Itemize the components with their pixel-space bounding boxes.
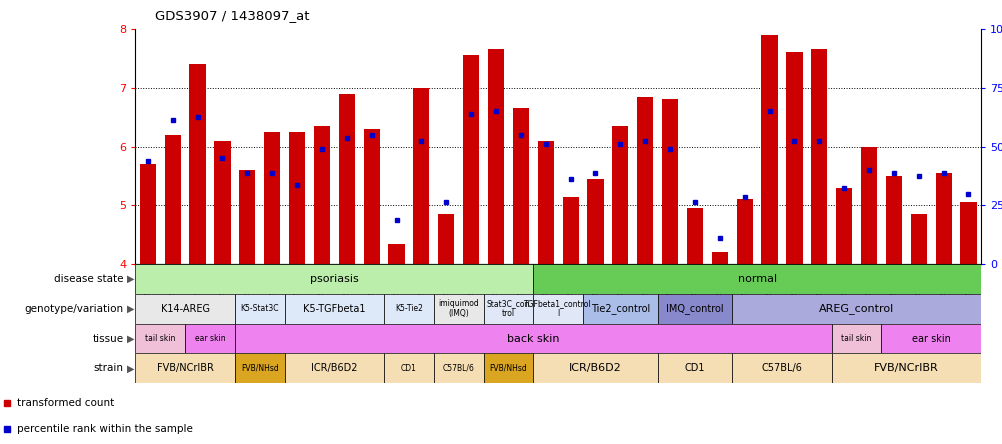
Bar [657, 353, 731, 383]
Text: ▶: ▶ [126, 304, 134, 314]
Bar [139, 164, 155, 264]
Bar [661, 99, 677, 264]
Bar [636, 96, 652, 264]
Text: FVB/NHsd: FVB/NHsd [489, 364, 527, 373]
Bar [611, 126, 628, 264]
Bar [587, 179, 603, 264]
Text: psoriasis: psoriasis [310, 274, 359, 284]
Bar [135, 294, 234, 324]
Text: percentile rank within the sample: percentile rank within the sample [17, 424, 192, 434]
Bar [960, 202, 976, 264]
Bar [314, 126, 330, 264]
Text: ear skin: ear skin [911, 333, 950, 344]
Bar [537, 141, 553, 264]
Bar [434, 294, 483, 324]
Bar [562, 197, 578, 264]
Bar [234, 353, 285, 383]
Text: IMQ_control: IMQ_control [665, 303, 723, 314]
Text: ICR/B6D2: ICR/B6D2 [311, 363, 358, 373]
Bar [487, 49, 504, 264]
Text: strain: strain [93, 363, 123, 373]
Text: C57BL/6: C57BL/6 [442, 364, 474, 373]
Text: ear skin: ear skin [194, 334, 225, 343]
Bar [533, 264, 980, 294]
Text: transformed count: transformed count [17, 398, 114, 408]
Bar [264, 132, 280, 264]
Text: K5-Stat3C: K5-Stat3C [240, 304, 279, 313]
Bar [135, 324, 185, 353]
Bar [285, 294, 384, 324]
Bar [413, 88, 429, 264]
Bar [731, 353, 831, 383]
Bar [860, 147, 876, 264]
Text: Tie2_control: Tie2_control [590, 303, 649, 314]
Text: CD1: CD1 [401, 364, 417, 373]
Bar [786, 52, 802, 264]
Bar [234, 324, 831, 353]
Text: AREG_control: AREG_control [819, 303, 894, 314]
Bar [384, 294, 434, 324]
Text: FVB/NCrIBR: FVB/NCrIBR [156, 363, 213, 373]
Bar [735, 199, 753, 264]
Bar [512, 108, 528, 264]
Text: ▶: ▶ [126, 363, 134, 373]
Text: K5-Tie2: K5-Tie2 [395, 304, 423, 313]
Bar [761, 35, 777, 264]
Bar [686, 208, 702, 264]
Text: FVB/NHsd: FVB/NHsd [240, 364, 279, 373]
Text: genotype/variation: genotype/variation [24, 304, 123, 314]
Bar [185, 324, 234, 353]
Bar [711, 252, 727, 264]
Bar [285, 353, 384, 383]
Text: TGFbeta1_control
l: TGFbeta1_control l [524, 299, 591, 318]
Bar [388, 244, 404, 264]
Bar [533, 294, 582, 324]
Text: K5-TGFbeta1: K5-TGFbeta1 [303, 304, 366, 314]
Bar [135, 353, 234, 383]
Text: CD1: CD1 [684, 363, 704, 373]
Bar [483, 353, 533, 383]
Bar [239, 170, 256, 264]
Bar [811, 49, 827, 264]
Bar [434, 353, 483, 383]
Text: C57BL/6: C57BL/6 [761, 363, 802, 373]
Bar [438, 214, 454, 264]
Bar [831, 324, 881, 353]
Bar [363, 129, 380, 264]
Text: GDS3907 / 1438097_at: GDS3907 / 1438097_at [155, 9, 310, 22]
Text: ▶: ▶ [126, 333, 134, 344]
Bar [910, 214, 926, 264]
Bar [731, 294, 980, 324]
Bar [836, 188, 852, 264]
Text: back skin: back skin [507, 333, 559, 344]
Text: tail skin: tail skin [841, 334, 871, 343]
Bar [339, 94, 355, 264]
Text: ▶: ▶ [126, 274, 134, 284]
Bar [831, 353, 980, 383]
Bar [164, 135, 180, 264]
Bar [214, 141, 230, 264]
Text: Stat3C_con
trol: Stat3C_con trol [486, 299, 530, 318]
Text: disease state: disease state [54, 274, 123, 284]
Bar [384, 353, 434, 383]
Bar [582, 294, 657, 324]
Text: K14-AREG: K14-AREG [160, 304, 209, 314]
Text: normal: normal [736, 274, 776, 284]
Bar [463, 56, 479, 264]
Bar [289, 132, 305, 264]
Bar [657, 294, 731, 324]
Bar [234, 294, 285, 324]
Text: imiquimod
(IMQ): imiquimod (IMQ) [438, 299, 479, 318]
Bar [483, 294, 533, 324]
Text: tissue: tissue [92, 333, 123, 344]
Text: ICR/B6D2: ICR/B6D2 [568, 363, 621, 373]
Text: tail skin: tail skin [145, 334, 175, 343]
Bar [135, 264, 533, 294]
Bar [881, 324, 980, 353]
Bar [935, 173, 951, 264]
Bar [189, 64, 205, 264]
Text: FVB/NCrIBR: FVB/NCrIBR [873, 363, 938, 373]
Bar [533, 353, 657, 383]
Bar [885, 176, 901, 264]
